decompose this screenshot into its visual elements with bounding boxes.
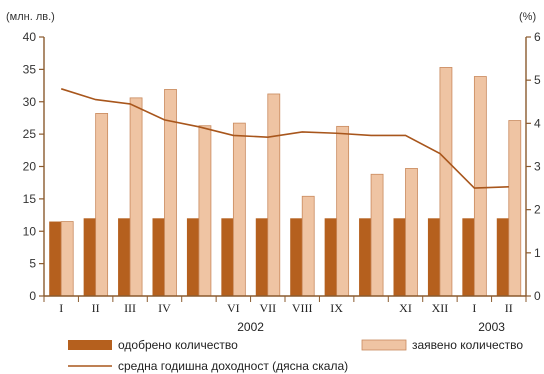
x-tick-label: I (59, 301, 63, 315)
x-tick-label: VII (259, 301, 276, 315)
yield-line (60, 88, 509, 189)
y-right-tick-label: 0 (534, 289, 541, 303)
bar-approved (152, 218, 165, 296)
bar-approved (427, 218, 440, 296)
legend-label-yield: средна годишна доходност (дясна скала) (118, 359, 348, 373)
x-tick-label: I (472, 301, 476, 315)
x-tick-label: VI (227, 301, 240, 315)
x-tick-label: VIII (292, 301, 313, 315)
x-tick-label: XI (399, 301, 412, 315)
y-left-tick-label: 30 (23, 95, 37, 109)
bar-requested (95, 113, 109, 297)
y-right-unit: (%) (519, 11, 536, 23)
yield-line-layer (60, 88, 509, 189)
x-tick-label: III (124, 301, 136, 315)
legend: одобрено количество заявено количество с… (68, 338, 523, 373)
x-tick-label: IV (158, 301, 171, 315)
bar-requested (405, 168, 418, 297)
y-left-tick-label: 25 (23, 127, 37, 141)
bar-approved (186, 218, 199, 296)
bars-layer (49, 67, 522, 297)
y-right-tick-label: 5 (534, 73, 541, 87)
y-left-unit: (млн. лв.) (6, 11, 55, 23)
x-tick-label: II (505, 301, 513, 315)
bar-requested (301, 195, 315, 297)
y-right-tick-label: 2 (534, 203, 541, 217)
year-label: 2003 (478, 320, 505, 334)
y-left-tick-label: 0 (29, 289, 36, 303)
bar-requested (267, 93, 281, 297)
bar-approved (83, 218, 96, 296)
bar-requested (473, 76, 487, 297)
legend-label-approved: одобрено количество (118, 338, 238, 352)
bar-requested (198, 125, 212, 297)
x-tick-label: IX (330, 301, 343, 315)
bar-approved (496, 218, 509, 296)
bar-requested (508, 120, 522, 297)
bar-approved (118, 218, 131, 296)
y-left-tick-label: 15 (23, 192, 37, 206)
bar-requested (232, 122, 246, 297)
y-right-tick-label: 6 (534, 30, 541, 44)
y-left-tick-label: 20 (23, 160, 37, 174)
legend-label-requested: заявено количество (412, 338, 523, 352)
bar-requested (60, 221, 74, 297)
y-left-tick-label: 40 (23, 30, 37, 44)
legend-swatch-requested (361, 339, 407, 351)
legend-swatch-approved (68, 340, 112, 350)
x-tick-label: II (92, 301, 100, 315)
axes-layer (39, 36, 531, 302)
bar-requested (336, 125, 350, 297)
bar-approved (462, 218, 475, 296)
y-left-tick-label: 5 (29, 257, 36, 271)
y-left-tick-label: 35 (23, 62, 37, 76)
bar-requested (439, 67, 453, 297)
bar-approved (49, 221, 62, 296)
y-right-tick-label: 1 (534, 246, 541, 260)
bar-requested (129, 97, 143, 297)
bar-approved (255, 218, 268, 296)
y-left-tick-label: 10 (23, 224, 37, 238)
y-right-tick-label: 4 (534, 116, 541, 130)
bar-approved (324, 218, 337, 296)
bar-requested (370, 173, 384, 297)
bar-approved (359, 218, 372, 296)
bar-approved (290, 218, 303, 296)
bar-approved (221, 218, 234, 296)
year-label: 2002 (237, 320, 264, 334)
y-right-tick-label: 3 (534, 160, 541, 174)
bar-approved (393, 218, 406, 296)
x-tick-label: XII (432, 301, 449, 315)
